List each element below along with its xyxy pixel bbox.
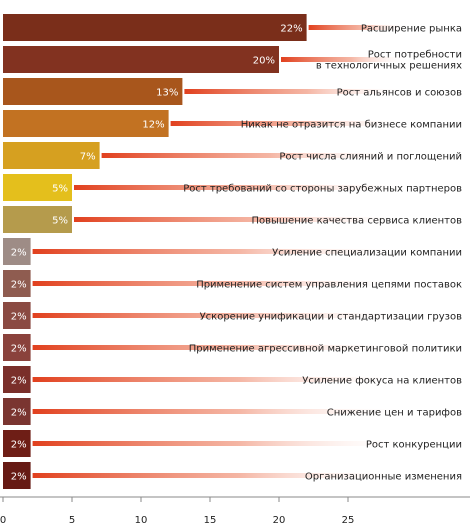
bar xyxy=(3,142,100,169)
x-tick-label: 20 xyxy=(273,515,286,526)
value-label: 13% xyxy=(156,88,178,99)
category-label: Никак не отразится на бизнесе компании xyxy=(241,120,462,131)
category-label: Рост требований со стороны зарубежных па… xyxy=(183,184,462,195)
bar-row: 5% Рост требований со стороны зарубежных … xyxy=(3,174,462,201)
bar-row: 2% Усиление фокуса на клиентов xyxy=(3,366,462,393)
value-label: 20% xyxy=(253,56,275,67)
bar-row: 2% Усиление специализации компании xyxy=(3,238,462,265)
x-tick-label: 15 xyxy=(204,515,217,526)
category-label: Рост конкуренции xyxy=(366,440,462,451)
value-label: 2% xyxy=(11,440,27,451)
x-tick-label: 0 xyxy=(0,515,6,526)
x-tick-label: 5 xyxy=(69,515,75,526)
bar-row: 7% Рост числа слияний и поглощений xyxy=(3,142,462,169)
category-label: Организационные изменения xyxy=(305,472,462,483)
bar-trail xyxy=(32,281,408,286)
value-label: 2% xyxy=(11,472,27,483)
bar-row: 2% Снижение цен и тарифов xyxy=(3,398,462,425)
bar xyxy=(3,430,31,457)
bar-trail xyxy=(32,441,408,446)
value-label: 7% xyxy=(80,152,96,163)
bar xyxy=(3,334,31,361)
category-label: Применение агрессивной маркетинговой пол… xyxy=(189,344,462,355)
bar-row: 2% Ускорение унификации и стандартизации … xyxy=(3,302,462,329)
bar-row: 2% Применение систем управления цепями по… xyxy=(3,270,462,297)
bar-trail xyxy=(32,345,408,350)
category-label: Усиление специализации компании xyxy=(272,248,462,259)
category-label: Снижение цен и тарифов xyxy=(327,408,462,419)
x-tick-label: 25 xyxy=(342,515,355,526)
bar-row: 2% Рост конкуренции xyxy=(3,430,462,457)
bar-trail xyxy=(32,249,408,254)
bar-row: 2% Применение агрессивной маркетинговой п… xyxy=(3,334,462,361)
bar xyxy=(3,14,307,41)
bar xyxy=(3,302,31,329)
category-label: Рост альянсов и союзов xyxy=(337,88,462,99)
bar-trail xyxy=(184,89,408,94)
bar xyxy=(3,398,31,425)
category-label: Ускорение унификации и стандартизации гр… xyxy=(200,312,463,323)
bar-row: 22% Расширение рынка xyxy=(3,14,462,41)
value-label: 2% xyxy=(11,344,27,355)
bar-trail xyxy=(101,153,408,158)
x-tick-label: 10 xyxy=(135,515,148,526)
value-label: 2% xyxy=(11,312,27,323)
bar-row: 2% Организационные изменения xyxy=(3,462,462,489)
bar xyxy=(3,366,31,393)
category-label: Рост потребности в технологичных решениях xyxy=(316,50,462,72)
value-label: 2% xyxy=(11,408,27,419)
bar-row: 5% Повышение качества сервиса клиентов xyxy=(3,206,462,233)
bar xyxy=(3,270,31,297)
bar xyxy=(3,174,72,201)
bar-trail xyxy=(74,217,408,222)
bar-row: 12% Никак не отразится на бизнесе компани… xyxy=(3,110,462,137)
bar xyxy=(3,206,72,233)
bar xyxy=(3,110,169,137)
bar xyxy=(3,78,183,105)
bar-trail xyxy=(32,473,408,478)
category-label: Повышение качества сервиса клиентов xyxy=(251,216,462,227)
value-label: 2% xyxy=(11,376,27,387)
bar-trail xyxy=(170,121,408,126)
value-label: 5% xyxy=(52,216,68,227)
bar-row: 13% Рост альянсов и союзов xyxy=(3,78,462,105)
bar xyxy=(3,46,279,73)
bar xyxy=(3,238,31,265)
category-label: Применение систем управления цепями пост… xyxy=(196,280,462,291)
category-label: Рост числа слияний и поглощений xyxy=(279,152,462,163)
bar-trail xyxy=(32,313,408,318)
bar-trail xyxy=(74,185,408,190)
bar-trail xyxy=(281,57,408,62)
value-label: 2% xyxy=(11,280,27,291)
category-label: Расширение рынка xyxy=(361,24,462,35)
bar-trail xyxy=(32,409,408,414)
category-label: Усиление фокуса на клиентов xyxy=(302,376,462,387)
bar xyxy=(3,462,31,489)
bar-trail xyxy=(308,25,408,30)
bar-trail xyxy=(32,377,408,382)
value-label: 12% xyxy=(142,120,164,131)
value-label: 22% xyxy=(280,24,302,35)
value-label: 5% xyxy=(52,184,68,195)
bar-row: 20% Рост потребности в технологичных решен… xyxy=(3,46,462,73)
value-label: 2% xyxy=(11,248,27,259)
